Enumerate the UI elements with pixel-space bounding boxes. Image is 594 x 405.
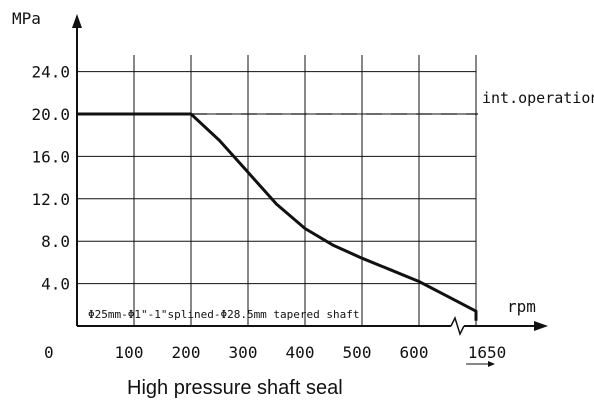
x-break-end-label: 1650 (468, 343, 507, 362)
y-tick-label: 12.0 (31, 190, 70, 209)
y-axis-label: MPa (12, 9, 41, 28)
series-group (77, 112, 478, 321)
y-tick-label: 24.0 (31, 63, 70, 82)
x-axis-label: rpm (507, 297, 536, 316)
labels: 4.0 8.0 12.0 16.0 20.0 24.0 100 200 300 400 500 600… (31, 63, 506, 362)
y-zero-label: 0 (44, 343, 54, 362)
x-axis-break (450, 316, 465, 336)
reference-line-label: int.operation (482, 89, 594, 107)
x-axis-arrow (534, 321, 548, 331)
y-tick-label: 16.0 (31, 147, 70, 166)
x-tick-label: 600 (400, 343, 429, 362)
x-tick-label: 300 (229, 343, 258, 362)
series-line (77, 112, 478, 321)
x-tick-label: 500 (343, 343, 372, 362)
y-tick-label: 8.0 (41, 232, 70, 251)
y-tick-label: 4.0 (41, 275, 70, 294)
x-tick-label: 200 (172, 343, 201, 362)
y-tick-label: 20.0 (31, 105, 70, 124)
annotation: Φ25mm-Φ1"-1"splined-Φ28.5mm tapered shaf… (88, 308, 360, 321)
axes (72, 14, 548, 367)
y-axis-arrow (72, 14, 82, 28)
x-break-end-arrowhead (488, 361, 495, 367)
grid (77, 55, 477, 326)
chart-title: High pressure shaft seal (127, 377, 343, 399)
x-tick-label: 100 (115, 343, 144, 362)
x-tick-label: 400 (286, 343, 315, 362)
